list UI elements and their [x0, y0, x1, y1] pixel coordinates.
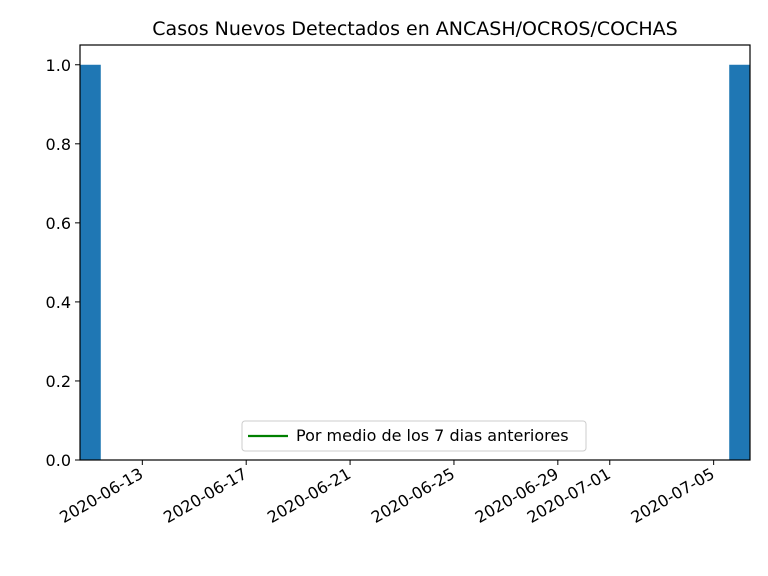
legend-box: [241, 420, 587, 452]
x-tick-label: 2020-06-25: [368, 464, 458, 527]
bar: [80, 64, 101, 460]
plot-frame: [79, 44, 751, 461]
y-axis: 0.0 0.2 0.4 0.6 0.8 1.0: [46, 56, 80, 470]
y-tick-label: 0.8: [46, 135, 71, 154]
y-tick-label: 0.6: [46, 214, 71, 233]
legend: Por medio de los 7 dias anteriores: [241, 420, 587, 452]
y-tick-label: 0.4: [46, 293, 71, 312]
y-tick-label: 0.2: [46, 372, 71, 391]
y-tick-label: 0.0: [46, 451, 71, 470]
y-tick-label: 1.0: [46, 56, 71, 75]
x-tick-label: 2020-06-13: [56, 464, 146, 527]
bar: [729, 64, 750, 460]
legend-label: Por medio de los 7 dias anteriores: [296, 426, 569, 445]
x-axis: 2020-06-13 2020-06-17 2020-06-21 2020-06-25…: [56, 460, 718, 527]
bars-layer: [80, 64, 750, 460]
x-tick-label: 2020-06-21: [264, 464, 354, 527]
chart-title: Casos Nuevos Detectados en ANCASH/OCROS/…: [152, 18, 677, 40]
x-tick-label: 2020-06-17: [160, 464, 250, 527]
x-tick-label: 2020-07-05: [628, 464, 718, 527]
